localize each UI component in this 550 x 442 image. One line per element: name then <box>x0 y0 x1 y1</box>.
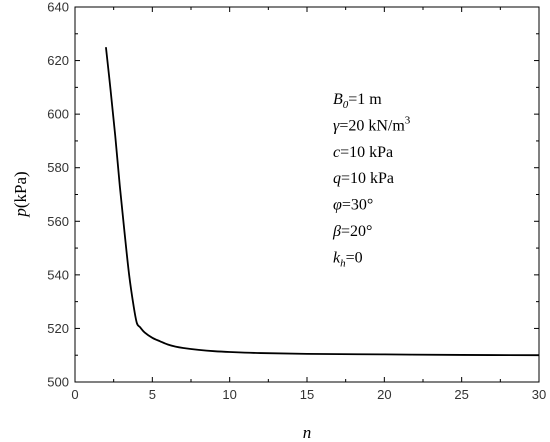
y-tick-label: 540 <box>47 267 69 282</box>
y-tick-label: 640 <box>47 0 69 15</box>
series-line <box>105 47 540 357</box>
x-tick-label: 30 <box>532 387 546 402</box>
plot-frame <box>74 6 540 383</box>
parameter-label: B0=1 m <box>333 91 382 111</box>
parameter-label: β=20° <box>332 223 372 240</box>
parameter-label: γ=20 kN/m3 <box>333 114 411 134</box>
y-tick-label: 580 <box>47 160 69 175</box>
x-tick-label: 20 <box>377 387 391 402</box>
y-axis-title-unit: (kPa) <box>11 171 30 208</box>
parameter-label: q=10 kPa <box>333 170 394 187</box>
x-tick-label: 5 <box>149 387 156 402</box>
parameter-label: c=10 kPa <box>333 144 393 161</box>
parameter-label: φ=30° <box>333 197 373 214</box>
y-tick-label: 560 <box>47 214 69 229</box>
y-tick-label: 520 <box>47 321 69 336</box>
annotation-box: B0=1 m γ=20 kN/m3 c=10 kPa q=10 kPa φ=30° β=2… <box>332 91 411 269</box>
y-axis-title: p(kPa) <box>11 171 30 217</box>
parameter-label: kh=0 <box>333 249 363 269</box>
series-layer <box>105 47 540 357</box>
y-axis-title-variable: p <box>11 208 30 218</box>
x-tick-label: 0 <box>71 387 78 402</box>
x-tick-label: 10 <box>222 387 236 402</box>
x-tick-label: 15 <box>300 387 314 402</box>
x-axis-title: n <box>303 423 312 442</box>
y-tick-label: 500 <box>47 375 69 390</box>
x-tick-label: 25 <box>454 387 468 402</box>
y-tick-label: 620 <box>47 53 69 68</box>
y-tick-label: 600 <box>47 107 69 122</box>
axes: 0 5 10 15 20 25 30 500 520 540 560 580 600 620 640 <box>47 0 546 402</box>
